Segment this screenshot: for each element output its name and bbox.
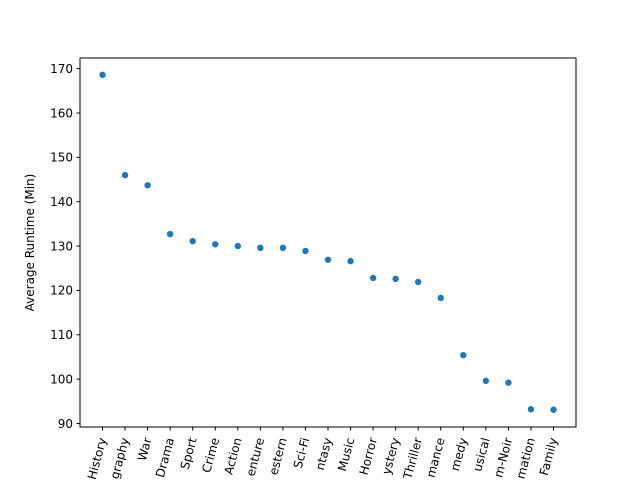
data-point — [144, 182, 151, 189]
data-point — [415, 278, 422, 286]
plot-area-frame — [79, 57, 577, 428]
y-tick-label: 100 — [50, 372, 73, 386]
y-tick-label: 130 — [50, 239, 73, 253]
data-points — [99, 71, 557, 413]
y-tick-label: 160 — [50, 106, 73, 120]
y-axis-ticks: 90 100 110 120 130 140 150 160 170 — [50, 62, 80, 431]
data-point — [121, 171, 129, 179]
data-point — [392, 275, 399, 283]
data-point — [347, 257, 354, 265]
y-tick-label: 110 — [50, 328, 73, 342]
y-tick-label: 120 — [50, 284, 73, 298]
data-point — [99, 71, 106, 79]
data-point — [189, 237, 196, 245]
y-tick-label: 90 — [58, 417, 73, 431]
data-point — [527, 406, 535, 413]
data-point — [257, 244, 264, 252]
y-tick-label: 140 — [50, 195, 73, 209]
data-point — [279, 244, 287, 252]
y-tick-label: 150 — [50, 151, 73, 165]
data-point — [302, 247, 309, 255]
data-point — [550, 406, 557, 413]
x-tick-label: War — [135, 436, 155, 462]
data-point — [234, 242, 241, 250]
data-point — [369, 274, 377, 282]
data-point — [324, 256, 332, 263]
data-point — [482, 377, 490, 385]
data-point — [212, 241, 219, 248]
y-axis-title: Average Runtime (Min) — [23, 174, 37, 312]
y-tick-label: 170 — [50, 62, 73, 76]
data-point — [505, 379, 512, 386]
data-point — [437, 294, 444, 302]
data-point — [460, 351, 467, 359]
data-point — [166, 230, 174, 238]
